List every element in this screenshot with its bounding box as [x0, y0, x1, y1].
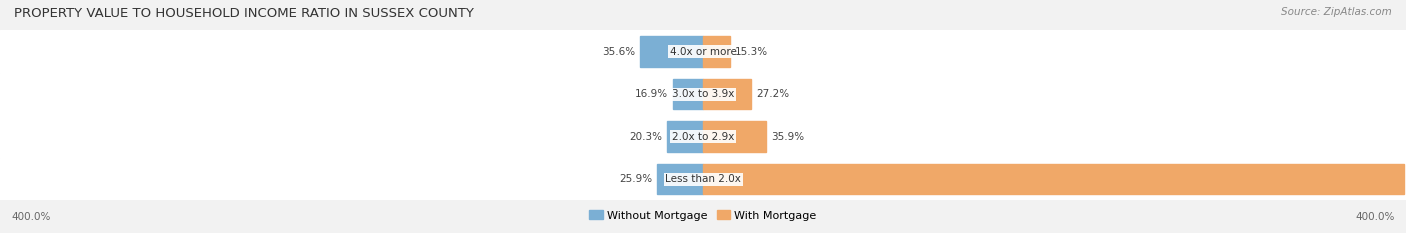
Bar [0, 158, 1406, 201]
Bar [641, 36, 703, 67]
Bar [0, 30, 1406, 73]
Text: 15.3%: 15.3% [735, 47, 768, 57]
Bar [0, 115, 1406, 158]
Text: 4.0x or more: 4.0x or more [669, 47, 737, 57]
Legend: Without Mortgage, With Mortgage: Without Mortgage, With Mortgage [585, 206, 821, 225]
Text: 20.3%: 20.3% [628, 132, 662, 142]
Bar [668, 121, 703, 152]
Text: 3.0x to 3.9x: 3.0x to 3.9x [672, 89, 734, 99]
Bar [703, 164, 1403, 194]
Bar [703, 121, 766, 152]
Bar [703, 79, 751, 109]
Text: Less than 2.0x: Less than 2.0x [665, 174, 741, 184]
Text: 2.0x to 2.9x: 2.0x to 2.9x [672, 132, 734, 142]
Bar [0, 73, 1406, 116]
Text: 35.6%: 35.6% [602, 47, 636, 57]
Bar [703, 36, 730, 67]
Text: 25.9%: 25.9% [619, 174, 652, 184]
Bar [673, 79, 703, 109]
Text: Source: ZipAtlas.com: Source: ZipAtlas.com [1281, 7, 1392, 17]
Text: 16.9%: 16.9% [636, 89, 668, 99]
Text: 35.9%: 35.9% [772, 132, 804, 142]
Bar [658, 164, 703, 194]
Text: PROPERTY VALUE TO HOUSEHOLD INCOME RATIO IN SUSSEX COUNTY: PROPERTY VALUE TO HOUSEHOLD INCOME RATIO… [14, 7, 474, 20]
Text: 400.0%: 400.0% [11, 212, 51, 222]
Text: 27.2%: 27.2% [756, 89, 789, 99]
Text: 400.0%: 400.0% [1355, 212, 1395, 222]
